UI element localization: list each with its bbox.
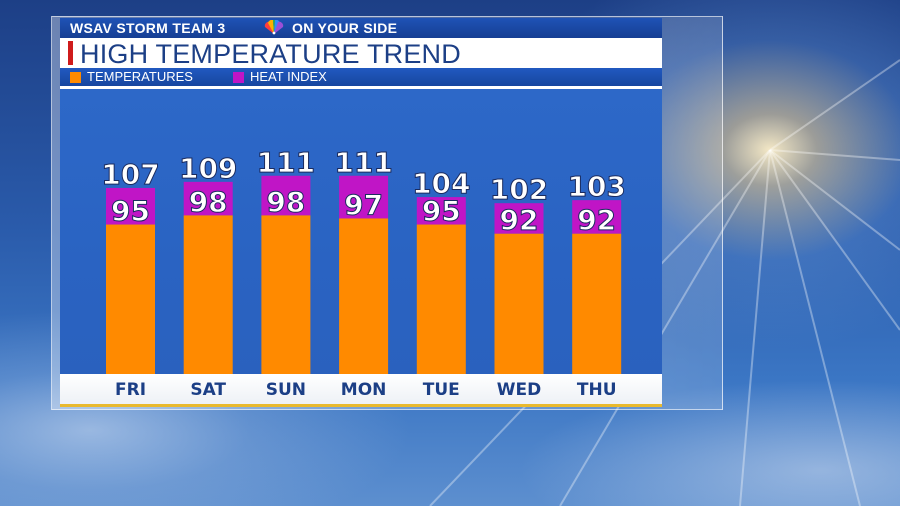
heat-index-label-sat: 109 — [179, 152, 237, 185]
title-accent-bar — [68, 41, 73, 65]
day-label-fri: FRI — [115, 380, 146, 400]
bar-chart: 95107FRI98109SAT98111SUN97111MON95104TUE… — [101, 145, 627, 400]
station-name: WSAV STORM TEAM 3 — [70, 20, 226, 36]
heat-index-bar-sat — [183, 181, 233, 216]
heat-index-label-sun: 111 — [257, 146, 315, 179]
day-label-sat: SAT — [190, 380, 226, 400]
heat-index-label-wed: 102 — [490, 173, 548, 206]
day-label-thu: THU — [577, 380, 617, 400]
heat-index-label-thu: 103 — [567, 170, 625, 203]
legend-label-heat-index: HEAT INDEX — [250, 69, 327, 84]
temperature-label-thu: 92 — [577, 204, 616, 237]
title-bar: HIGH TEMPERATURE TREND — [60, 38, 662, 69]
heat-index-bar-wed — [494, 203, 544, 234]
day-label-tue: TUE — [423, 380, 460, 400]
temperature-label-sun: 98 — [266, 185, 305, 218]
legend-swatch-temperatures — [70, 71, 81, 83]
day-label-sun: SUN — [266, 380, 306, 400]
temperature-bar-fri — [106, 224, 155, 374]
legend-swatch-heat-index — [233, 71, 244, 83]
temperature-bar-mon — [339, 218, 389, 374]
temperature-label-mon: 97 — [344, 188, 383, 221]
heat-index-label-fri: 107 — [101, 158, 159, 191]
day-label-mon: MON — [341, 380, 387, 400]
heat-index-bar-thu — [572, 200, 622, 234]
x-axis-bar — [60, 374, 662, 407]
temperature-label-wed: 92 — [500, 204, 539, 237]
temperature-bar-thu — [572, 233, 622, 374]
chart-title: HIGH TEMPERATURE TREND — [80, 39, 461, 69]
heat-index-label-tue: 104 — [412, 167, 470, 200]
temperature-label-sat: 98 — [189, 185, 228, 218]
station-brand-strip: WSAV STORM TEAM 3 ON YOUR SIDE — [60, 18, 662, 38]
heat-index-bar-fri — [106, 187, 155, 225]
temperature-bar-sun — [261, 215, 311, 374]
legend-item-temperatures: TEMPERATURES — [70, 68, 193, 86]
weather-graphic: WSAV STORM TEAM 3 ON YOUR SIDE HIGH TEMP… — [60, 18, 662, 407]
temperature-label-tue: 95 — [422, 195, 461, 228]
temperature-label-fri: 95 — [111, 195, 150, 228]
temperature-bar-sat — [183, 215, 233, 374]
heat-index-bar-tue — [416, 197, 466, 225]
temperature-bar-wed — [494, 233, 544, 374]
legend-label-temperatures: TEMPERATURES — [87, 69, 193, 84]
heat-index-bar-mon — [339, 175, 389, 219]
temperature-bar-tue — [416, 224, 466, 374]
legend: TEMPERATURES HEAT INDEX — [60, 68, 662, 86]
day-label-wed: WED — [497, 380, 541, 400]
heat-index-bar-sun — [261, 175, 311, 216]
nbc-peacock-icon — [264, 20, 284, 35]
station-slogan: ON YOUR SIDE — [292, 20, 398, 36]
heat-index-label-mon: 111 — [334, 146, 392, 179]
legend-item-heat-index: HEAT INDEX — [233, 68, 327, 86]
